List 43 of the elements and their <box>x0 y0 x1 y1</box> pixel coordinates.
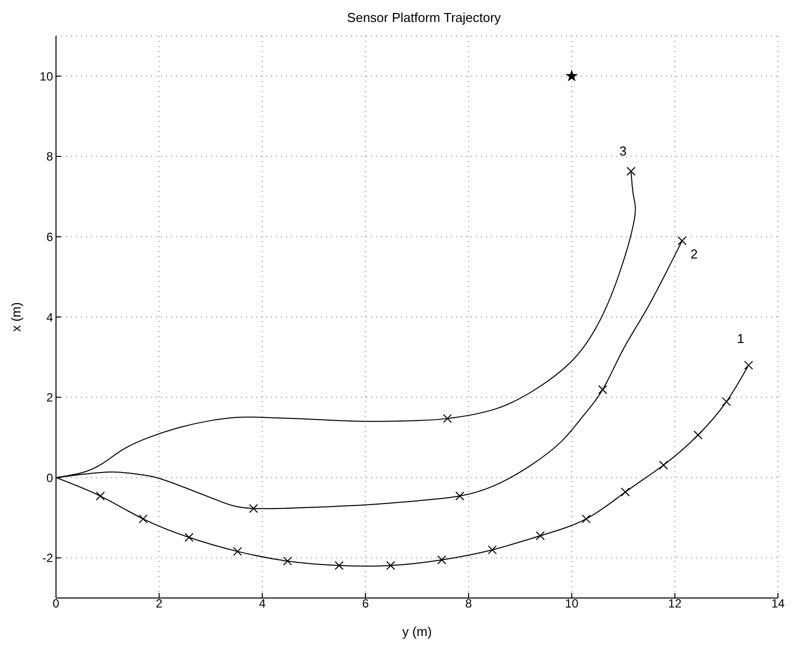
point <box>249 504 258 513</box>
point <box>138 514 148 524</box>
y-tick-label: 4 <box>46 310 54 324</box>
point <box>626 166 636 176</box>
y-axis-title: x (m) <box>8 302 24 332</box>
point <box>442 414 452 424</box>
point <box>744 360 754 370</box>
y-tick-label: 2 <box>46 390 54 405</box>
point <box>455 492 464 501</box>
y-tick-label: 8 <box>46 150 54 164</box>
point <box>598 385 608 394</box>
x-tick-label: 10 <box>565 596 579 611</box>
x-tick-label: 4 <box>258 596 266 611</box>
y-tick-label: 6 <box>46 230 54 244</box>
point <box>694 430 703 440</box>
point <box>566 70 577 81</box>
point <box>334 560 344 570</box>
y-tick-label: 10 <box>40 69 54 84</box>
x-axis-title: y (m) <box>402 624 432 639</box>
y-tick-label: -2 <box>42 551 54 566</box>
point <box>620 488 630 497</box>
x-tick-label: 6 <box>362 596 370 611</box>
point <box>722 397 731 406</box>
series-label: 1 <box>736 331 744 346</box>
point <box>184 532 194 542</box>
point <box>96 492 105 501</box>
point <box>582 514 591 524</box>
point <box>659 460 668 470</box>
point <box>536 531 545 540</box>
point <box>678 236 687 246</box>
point <box>488 545 497 554</box>
point <box>386 560 396 570</box>
x-tick-label: 14 <box>771 596 785 611</box>
x-tick-label: 2 <box>156 596 163 611</box>
point <box>283 556 292 566</box>
chart-title: Sensor Platform Trajectory <box>347 10 502 25</box>
series-label: 2 <box>690 246 698 262</box>
point <box>437 555 446 564</box>
x-tick-label: 12 <box>668 596 682 611</box>
y-tick-label: 0 <box>46 470 54 485</box>
point <box>233 546 242 556</box>
x-tick-label: 8 <box>465 596 472 611</box>
series-label: 3 <box>619 143 627 158</box>
